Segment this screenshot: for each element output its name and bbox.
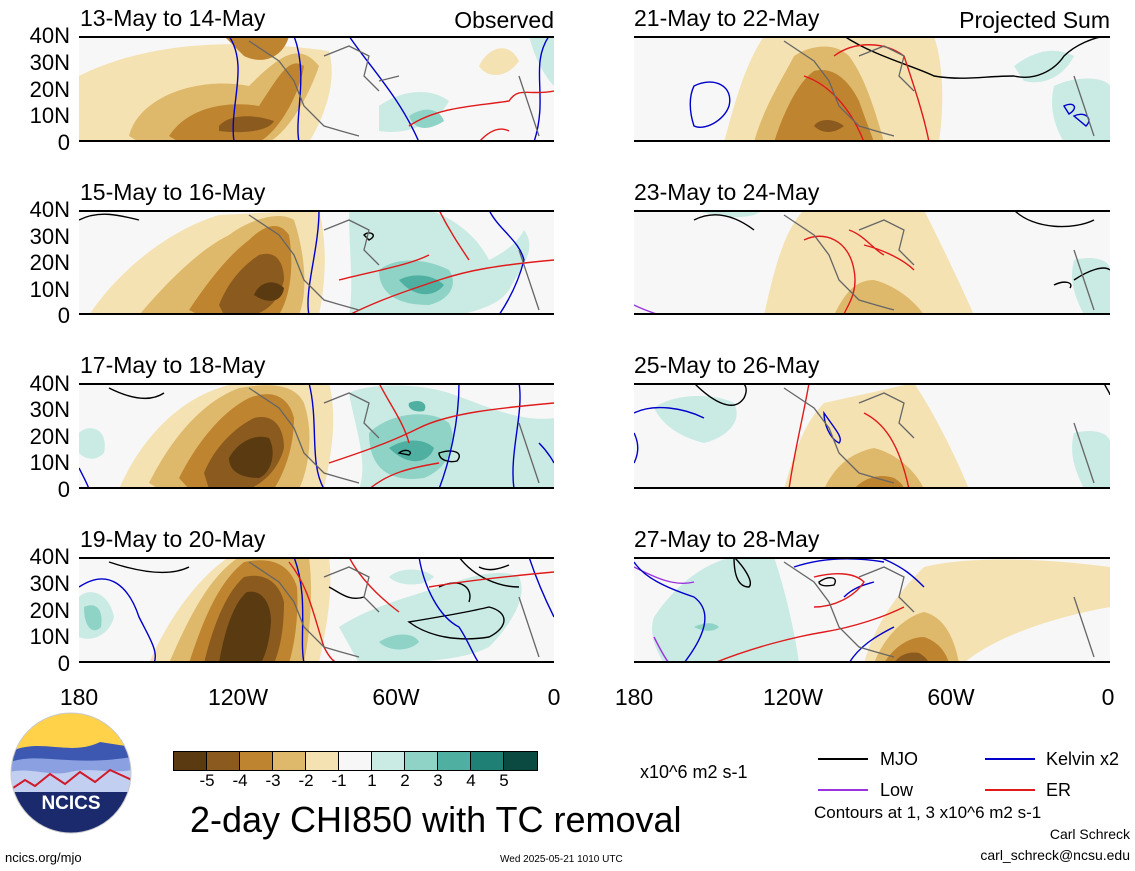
author-name: Carl Schreck: [1049, 826, 1130, 842]
site-url[interactable]: ncics.org/mjo: [5, 850, 82, 865]
panel-1-tag: Observed: [454, 7, 554, 33]
colorbar-swatch: [471, 752, 504, 770]
lat-label: 20N: [29, 250, 70, 275]
map-panel-3: [79, 383, 554, 489]
colorbar-swatch: [174, 752, 207, 770]
map-panel-6: [634, 210, 1110, 315]
frame-panel-6: [634, 210, 1110, 315]
timestamp: Wed 2025-05-21 1010 UTC: [500, 854, 623, 865]
legend-label-er: ER: [1046, 780, 1072, 800]
lon-label-right: 180: [614, 684, 654, 710]
lat-label: 10N: [29, 103, 70, 128]
map-panel-5: [634, 36, 1110, 142]
lon-label-right: 120W: [762, 684, 824, 710]
lon-label-right: 0: [1101, 684, 1115, 710]
colorbar-swatch: [339, 752, 372, 770]
colorbar-tick-label: -1: [331, 771, 347, 790]
lat-label: 0: [57, 651, 70, 676]
lat-label: 40N: [29, 544, 70, 569]
lat-label: 30N: [29, 571, 70, 596]
lat-label: 20N: [29, 424, 70, 449]
legend-line-er: [985, 789, 1035, 791]
frame-panel-2: [79, 210, 554, 315]
colorbar-tick-label: 3: [433, 771, 443, 790]
lat-label: 0: [57, 303, 70, 328]
panel-3-date: 17-May to 18-May: [80, 352, 266, 378]
colorbar-tick-label: -5: [199, 771, 215, 790]
frame-panel-3: [79, 383, 554, 489]
panel-4-date: 19-May to 20-May: [80, 526, 266, 552]
panel-2-date: 15-May to 16-May: [80, 179, 266, 205]
colorbar-swatch: [405, 752, 438, 770]
lon-label-left: 60W: [372, 684, 420, 710]
lat-label: 0: [57, 477, 70, 502]
lat-label: 40N: [29, 371, 70, 396]
legend-label-mjo: MJO: [880, 749, 918, 769]
lon-label-left: 180: [59, 684, 99, 710]
map-panel-2: [79, 210, 554, 315]
panel-5-date: 21-May to 22-May: [634, 5, 820, 31]
panel-8-date: 27-May to 28-May: [634, 526, 820, 552]
contours-note: Contours at 1, 3 x10^6 m2 s-1: [814, 803, 1042, 822]
lon-label-right: 60W: [927, 684, 975, 710]
lat-label: 0: [57, 130, 70, 155]
colorbar-swatch: [273, 752, 306, 770]
legend-line-kelvin: [985, 758, 1035, 760]
lat-label: 40N: [29, 197, 70, 222]
lat-label: 10N: [29, 624, 70, 649]
frame-panel-8: [634, 557, 1110, 663]
lat-label: 20N: [29, 598, 70, 623]
colorbar-swatch: [438, 752, 471, 770]
author-email[interactable]: carl_schreck@ncsu.edu: [980, 847, 1130, 863]
lat-label: 10N: [29, 450, 70, 475]
colorbar-tick-label: 2: [400, 771, 410, 790]
legend-label-kelvin: Kelvin x2: [1046, 749, 1120, 769]
frame-panel-4: [79, 557, 554, 663]
colorbar-swatch: [207, 752, 240, 770]
lat-label: 10N: [29, 277, 70, 302]
map-panel-4: [79, 557, 554, 663]
panel-7-date: 25-May to 26-May: [634, 352, 820, 378]
frame-panel-7: [634, 383, 1110, 489]
lat-label: 30N: [29, 224, 70, 249]
panel-6-date: 23-May to 24-May: [634, 179, 820, 205]
colorbar-swatch: [504, 752, 537, 770]
colorbar-tick-label: 4: [466, 771, 476, 790]
frame-panel-1: [79, 36, 554, 142]
logo-text: NCICS: [41, 793, 100, 814]
legend-line-mjo: [818, 758, 868, 760]
colorbar-swatch: [306, 752, 339, 770]
lat-label: 30N: [29, 397, 70, 422]
map-panel-8: [634, 557, 1110, 663]
legend-line-low: [818, 789, 868, 791]
colorbar-tick-label: -3: [265, 771, 281, 790]
lat-label: 30N: [29, 50, 70, 75]
colorbar-swatch: [372, 752, 405, 770]
panel-1-date: 13-May to 14-May: [80, 5, 266, 31]
lat-label: 20N: [29, 77, 70, 102]
map-panel-7: [634, 383, 1110, 489]
colorbar-tick-label: 1: [367, 771, 377, 790]
frame-panel-5: [634, 36, 1110, 142]
lon-label-left: 120W: [207, 684, 269, 710]
colorbar: [173, 751, 538, 771]
colorbar-tick-label: -4: [232, 771, 248, 790]
legend-label-low: Low: [880, 780, 914, 800]
colorbar-tick-label: 5: [499, 771, 509, 790]
colorbar-units: x10^6 m2 s-1: [640, 762, 748, 782]
colorbar-swatch: [240, 752, 273, 770]
panel-5-tag: Projected Sum: [959, 7, 1110, 33]
map-panel-1: [79, 36, 554, 142]
lon-label-left: 0: [547, 684, 561, 710]
main-title: 2-day CHI850 with TC removal: [190, 799, 682, 840]
ncics-logo: NCICS: [10, 712, 132, 834]
colorbar-tick-label: -2: [298, 771, 314, 790]
lat-label: 40N: [29, 23, 70, 48]
